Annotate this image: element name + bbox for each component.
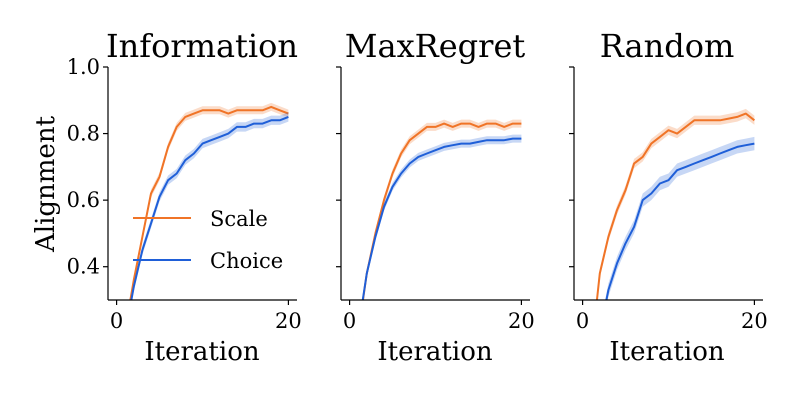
series-line-scale <box>129 105 289 300</box>
plot-area-information: 0.4 0.6 0.8 1.0 0 20 <box>67 55 302 333</box>
chart-panel-random: Random Iteration <box>600 27 735 367</box>
y-tick-label: 0.6 <box>67 188 100 212</box>
x-axis-label: Iteration <box>144 337 259 367</box>
y-tick-label: 1.0 <box>67 55 100 79</box>
plot-layer: 0.4 0.6 0.8 1.0 0 20 0 20 0 20 <box>67 55 768 333</box>
panel-title: Random <box>600 27 735 65</box>
x-tick-label: 0 <box>110 309 123 333</box>
x-tick-label: 20 <box>275 309 302 333</box>
x-tick-label: 20 <box>741 309 768 333</box>
y-tick-label: 0.4 <box>67 255 100 279</box>
plot-area-maxregret: 0 20 <box>336 66 535 333</box>
x-tick-label: 0 <box>343 309 356 333</box>
chart-panel-information: Information Iteration Alignment <box>31 27 298 367</box>
series-line-choice <box>361 137 522 300</box>
series-group <box>595 108 756 300</box>
x-axis-label: Iteration <box>377 337 492 367</box>
panel-title: MaxRegret <box>345 27 526 65</box>
series-line-choice <box>605 142 755 300</box>
series-line-scale <box>595 112 756 300</box>
series-group <box>361 119 522 300</box>
x-axis-label: Iteration <box>609 337 724 367</box>
chart-panel-maxregret: MaxRegret Iteration <box>345 27 526 367</box>
panel-title: Information <box>106 27 298 65</box>
x-tick-label: 0 <box>576 309 589 333</box>
plot-area-random: 0 20 <box>569 66 768 333</box>
x-tick-label: 20 <box>508 309 535 333</box>
confidence-band-choice <box>362 134 522 300</box>
legend-label-scale: Scale <box>210 207 268 231</box>
y-tick-label: 0.8 <box>67 122 100 146</box>
series-line-scale <box>361 122 522 300</box>
y-axis-label: Alignment <box>31 115 61 253</box>
legend: Scale Choice <box>133 207 283 273</box>
legend-label-choice: Choice <box>210 249 283 273</box>
